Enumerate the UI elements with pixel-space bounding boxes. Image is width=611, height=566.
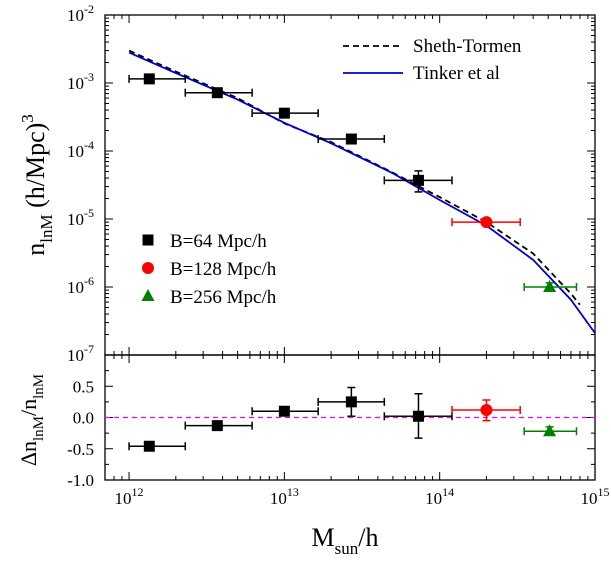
- legend-marker: [142, 234, 154, 246]
- data-point: [143, 73, 155, 85]
- data-point: [480, 404, 493, 416]
- top-panel: 10-7 10-6 10-5 10-4 10-3 10-2 Sheth-Tormen Tink…: [67, 2, 596, 365]
- x-tick-label: 1012: [115, 485, 144, 508]
- data-point: [278, 107, 290, 119]
- data-point: [278, 405, 290, 417]
- data-point: [143, 440, 155, 452]
- legend-label: Sheth-Tormen: [413, 36, 522, 57]
- y-tick-label: 0.5: [73, 377, 94, 396]
- data-point: [412, 174, 424, 186]
- data-point: [480, 216, 493, 229]
- top-ylabel: nlnM (h/Mpc)3: [18, 114, 56, 256]
- y-tick-label: -0.5: [67, 440, 94, 459]
- y-tick-label: 10-7: [67, 342, 94, 365]
- data-point: [211, 87, 223, 99]
- legend-label: B=128 Mpc/h: [170, 259, 277, 280]
- x-tick-label: 1013: [270, 485, 299, 508]
- data-point: [345, 133, 357, 145]
- legend-label: Tinker et al: [413, 63, 500, 84]
- data-point: [412, 410, 424, 422]
- y-tick-label: 10-3: [67, 70, 94, 93]
- x-tick-label: 1015: [581, 485, 610, 508]
- x-tick-label: 1014: [425, 485, 454, 508]
- data-point: [543, 280, 557, 292]
- y-tick-label: 10-2: [67, 2, 94, 25]
- legend-label: B=256 Mpc/h: [170, 287, 277, 308]
- y-tick-label: 10-5: [67, 206, 94, 229]
- y-tick-label: 10-4: [67, 138, 94, 161]
- xlabel: Msun/h: [312, 523, 379, 558]
- y-tick-label: -1.0: [67, 471, 94, 490]
- data-point: [543, 424, 557, 437]
- data-point: [211, 420, 223, 432]
- y-tick-label: 10-6: [67, 274, 94, 297]
- legend-marker: [142, 262, 154, 274]
- legend-marker: [141, 289, 155, 301]
- bottom-panel: 1012 1013 1014 1015 -1.0 -0.5 0.0 0.5: [67, 354, 610, 508]
- bottom-ylabel: ΔnlnM/nlnM: [16, 374, 47, 466]
- data-point: [345, 396, 357, 408]
- legend-label: B=64 Mpc/h: [170, 231, 267, 252]
- y-tick-label: 0.0: [73, 409, 94, 428]
